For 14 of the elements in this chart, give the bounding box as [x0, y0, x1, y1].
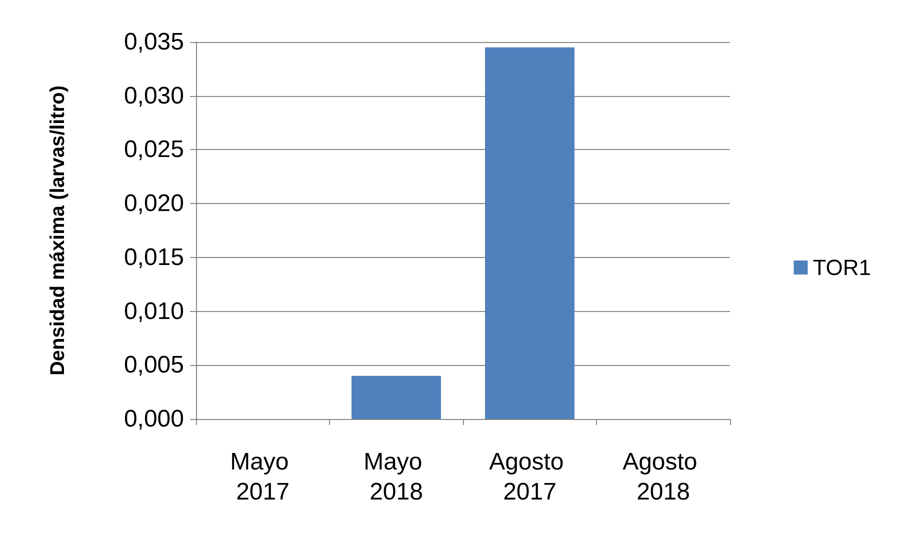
x-tick-label: Agosto 2017: [489, 448, 570, 506]
y-tick-label: 0,015: [124, 244, 184, 271]
y-tick-label: 0,025: [124, 136, 184, 164]
y-tick-label: 0,020: [124, 190, 184, 218]
y-tick-label: 0,035: [124, 28, 184, 56]
legend-label: TOR1: [812, 255, 872, 280]
y-tick-label: 0,005: [124, 352, 184, 379]
x-tick-label: Mayo 2018: [364, 448, 429, 506]
x-tick-label: Mayo 2017: [230, 448, 296, 506]
y-tick-label: 0,000: [124, 406, 184, 432]
y-axis-title: Densidad máxima (larvas/litro): [47, 85, 69, 376]
x-tick-label: Agosto 2018: [622, 448, 704, 506]
y-tick-label: 0,030: [124, 82, 184, 110]
y-tick-label: 0,010: [124, 298, 184, 325]
